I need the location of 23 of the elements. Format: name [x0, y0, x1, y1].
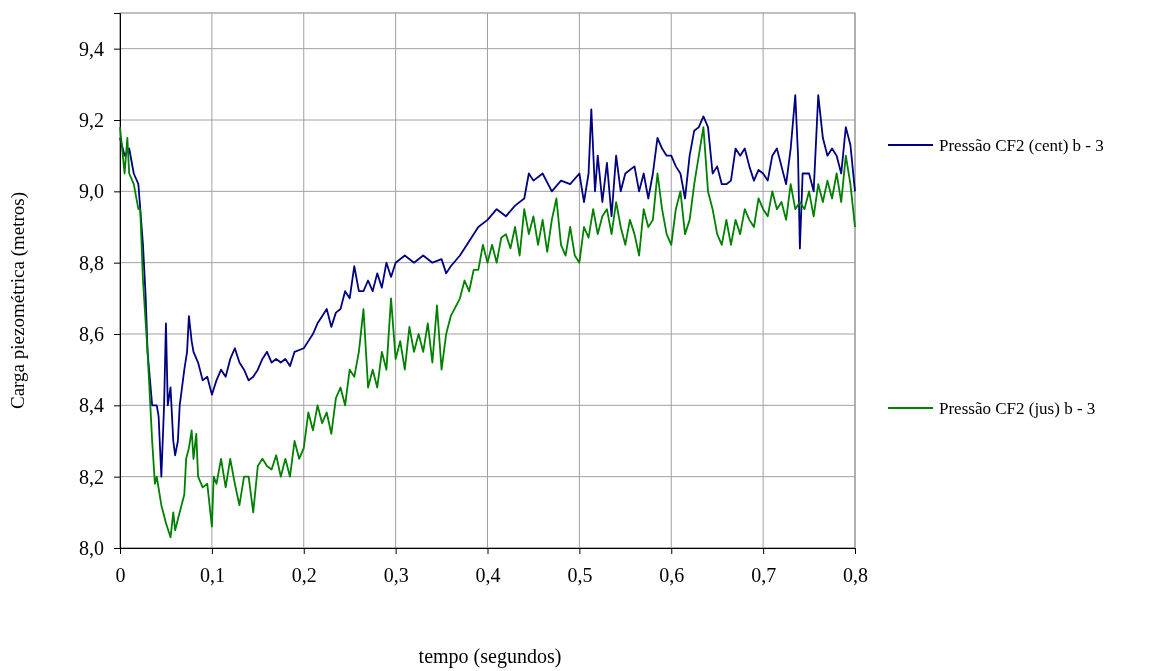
x-axis-title: tempo (segundos) — [418, 645, 562, 668]
y-axis-title: Carga piezométrica (metros) — [7, 192, 29, 409]
y-tick-label: 8,4 — [79, 394, 104, 417]
y-tick-label: 8,0 — [79, 536, 104, 559]
y-tick-label: 9,4 — [79, 37, 104, 60]
x-tick-label: 0,3 — [383, 564, 409, 587]
x-tick-label: 0,6 — [659, 564, 685, 587]
x-tick-label: 0 — [115, 564, 126, 587]
y-tick-label: 8,6 — [79, 322, 104, 345]
y-tick-label: 8,8 — [79, 251, 104, 274]
legend-label: Pressão CF2 (jus) b - 3 — [939, 399, 1096, 418]
x-tick-label: 0,4 — [475, 564, 501, 587]
x-tick-label: 0,7 — [751, 564, 777, 587]
x-tick-label: 0,5 — [567, 564, 593, 587]
line-series — [119, 94, 856, 478]
y-tick-label: 8,2 — [79, 465, 104, 488]
x-tick-label: 0,1 — [199, 564, 225, 587]
legend-label: Pressão CF2 (cent) b - 3 — [939, 136, 1104, 155]
x-tick-label: 0,2 — [291, 564, 317, 587]
y-tick-label: 9,2 — [79, 108, 104, 131]
line-series — [119, 126, 856, 539]
x-tick-label: 0,8 — [843, 564, 868, 587]
y-tick-label: 9,0 — [79, 180, 104, 203]
